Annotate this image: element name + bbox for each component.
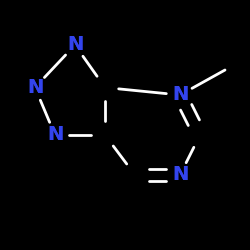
Text: N: N	[172, 86, 188, 104]
Circle shape	[44, 124, 66, 146]
Text: N: N	[27, 78, 43, 97]
Text: N: N	[47, 126, 63, 144]
Text: N: N	[172, 86, 188, 104]
Circle shape	[64, 34, 86, 56]
Circle shape	[94, 76, 116, 99]
Text: N: N	[172, 166, 188, 184]
Circle shape	[169, 164, 191, 186]
Text: N: N	[27, 78, 43, 97]
Text: N: N	[67, 36, 83, 54]
Circle shape	[189, 124, 211, 146]
Circle shape	[169, 84, 191, 106]
Text: N: N	[67, 36, 83, 54]
Circle shape	[124, 164, 146, 186]
Circle shape	[24, 76, 46, 99]
Circle shape	[94, 124, 116, 146]
Text: N: N	[172, 166, 188, 184]
Text: N: N	[47, 126, 63, 144]
